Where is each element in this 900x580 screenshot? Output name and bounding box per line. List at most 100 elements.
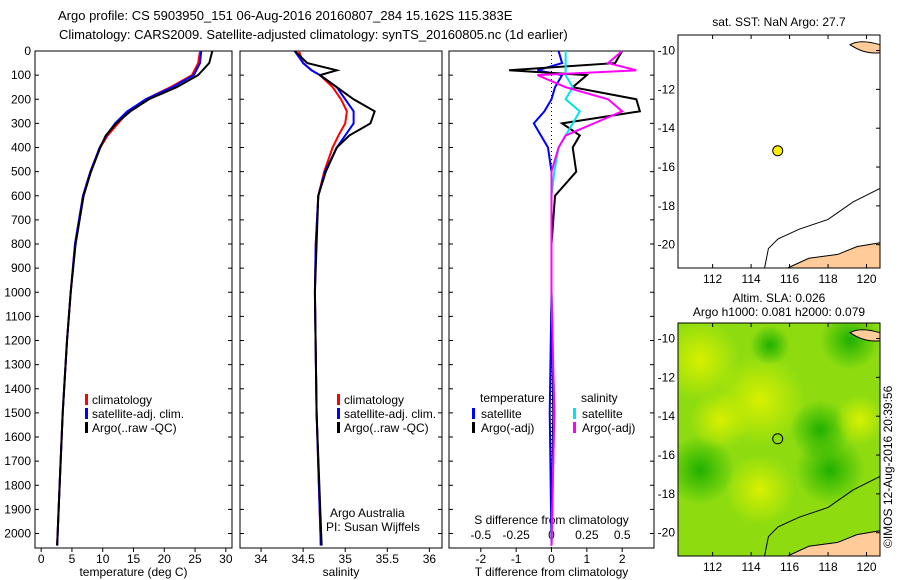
x-tick-label: 25 (188, 552, 202, 566)
y-tick-label: 600 (11, 189, 31, 203)
legend-swatch (337, 394, 340, 405)
x-tick-label: -1 (511, 552, 522, 566)
sla-heatmap (678, 323, 880, 525)
legend-label: Argo(..raw -QC) (344, 421, 429, 435)
legend-label: climatology (344, 393, 404, 407)
x-tick-label: 36 (423, 552, 437, 566)
y-tick-label: 2000 (4, 527, 31, 541)
sla-anomaly-blob (678, 435, 735, 505)
title-line-1: Argo profile: CS 5903950_151 06-Aug-2016… (58, 8, 513, 23)
y-tick-label: -14 (658, 409, 676, 423)
x-axis-label: temperature (deg C) (79, 565, 187, 579)
x-tick-label: 114 (742, 560, 761, 574)
legend-swatch (85, 422, 88, 433)
y-tick-label: -20 (658, 238, 676, 252)
x-axis-label: T difference from climatology (475, 565, 629, 579)
sla-anomaly-blob (750, 325, 790, 365)
panel-frame-salinity (239, 50, 443, 549)
y-tick-label: -12 (658, 82, 676, 96)
x-tick-label: 112 (703, 560, 722, 574)
y-tick-label: -18 (658, 199, 676, 213)
sla-anomaly-blob (690, 390, 750, 450)
y-tick-label: 1900 (4, 502, 31, 516)
x2-tick-label: 0.5 (614, 528, 631, 542)
legend-swatch (337, 422, 340, 433)
y-tick-label: -18 (658, 487, 676, 501)
x-tick-label: 5 (69, 552, 76, 566)
x2-tick-label: 0.25 (575, 528, 599, 542)
x-tick-label: 118 (818, 272, 837, 286)
bathymetry-contour (764, 475, 881, 557)
x-tick-label: 120 (857, 560, 877, 574)
y-tick-label: 1500 (4, 406, 31, 420)
series-line-climatology (56, 50, 201, 546)
title-line-2: Climatology: CARS2009. Satellite-adjuste… (59, 27, 568, 42)
x-tick-label: 34.5 (291, 552, 315, 566)
x-tick-label: 1 (584, 552, 591, 566)
legend-header-salinity: salinity (581, 391, 618, 405)
series-line-temperature-satellite (532, 50, 564, 546)
y-tick-label: -14 (658, 121, 676, 135)
series-line-argo-raw-qc- (56, 50, 214, 546)
legend-swatch (573, 408, 576, 419)
y-tick-label: 300 (11, 116, 31, 130)
legend-swatch (337, 408, 340, 419)
y-tick-label: 1400 (4, 382, 31, 396)
x-tick-label: 15 (127, 552, 141, 566)
y-tick-label: -16 (658, 160, 676, 174)
sla-map-title-2: Argo h1000: 0.081 h2000: 0.079 (693, 305, 865, 319)
y-tick-label: -10 (658, 44, 676, 58)
y-tick-label: 1200 (4, 334, 31, 348)
x-tick-label: 114 (742, 272, 761, 286)
map-frame (677, 34, 881, 269)
timestamp-label: ©IMOS 12-Aug-2016 20:39:56 (881, 385, 895, 548)
y-tick-label: -12 (658, 370, 676, 384)
credit-line-2: PI: Susan Wijffels (326, 520, 420, 534)
y-tick-label: 1100 (5, 309, 31, 323)
x-tick-label: 0 (38, 552, 45, 566)
legend-header-temperature: temperature (480, 391, 545, 405)
series-line-climatology (297, 50, 348, 546)
y-tick-label: 500 (11, 165, 31, 179)
y-tick-label: 1300 (4, 358, 31, 372)
y-tick-label: 0 (24, 44, 31, 58)
y-tick-label: 100 (11, 68, 31, 82)
legend-swatch (472, 408, 475, 419)
legend-label: Argo(-adj) (481, 421, 534, 435)
legend-label: Argo(-adj) (582, 421, 635, 435)
x-tick-label: 20 (158, 552, 172, 566)
y-tick-label: 1600 (4, 430, 31, 444)
x-tick-label: 118 (818, 560, 837, 574)
x-tick-label: 2 (619, 552, 626, 566)
argo-float-marker (772, 433, 784, 445)
credit-line-1: Argo Australia (330, 506, 405, 520)
x-tick-label: 112 (703, 272, 722, 286)
land-timor (849, 41, 881, 54)
series-line-temperature-argo-adj- (509, 50, 642, 546)
argo-float-marker (772, 145, 784, 157)
x2-tick-label: -0.25 (502, 528, 530, 542)
legend-label: satellite-adj. clim. (92, 407, 184, 421)
legend-label: Argo(..raw -QC) (92, 421, 177, 435)
x-axis-label: salinity (323, 565, 360, 579)
y-tick-label: -16 (658, 448, 676, 462)
legend-label: climatology (92, 393, 152, 407)
series-line-salinity-argo-adj- (536, 50, 637, 546)
legend-swatch (85, 408, 88, 419)
x-tick-label: 35 (339, 552, 353, 566)
x-tick-label: 10 (96, 552, 110, 566)
legend-swatch (472, 422, 475, 433)
legend-label: satellite (582, 407, 623, 421)
map-frame (677, 322, 881, 557)
x-tick-label: -2 (475, 552, 486, 566)
sla-anomaly-blob (725, 455, 795, 525)
sla-anomaly-blob (795, 435, 865, 505)
y-tick-label: 1700 (4, 454, 31, 468)
sst-map-title: sat. SST: NaN Argo: 27.7 (712, 15, 846, 29)
y-tick-label: -20 (658, 526, 676, 540)
bathymetry-contour (764, 187, 881, 269)
x-tick-label: 116 (780, 272, 799, 286)
panel-frame-temperature (34, 50, 233, 549)
